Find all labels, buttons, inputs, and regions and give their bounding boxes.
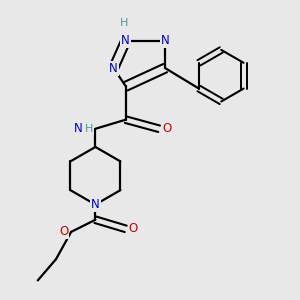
Text: N: N [91,198,100,211]
Text: O: O [162,122,171,135]
Text: H: H [85,124,94,134]
Text: O: O [59,225,68,239]
Text: O: O [129,222,138,236]
Text: N: N [161,34,170,47]
Text: H: H [120,18,128,28]
Text: N: N [74,122,83,135]
Text: N: N [109,61,118,75]
Text: N: N [122,34,130,47]
